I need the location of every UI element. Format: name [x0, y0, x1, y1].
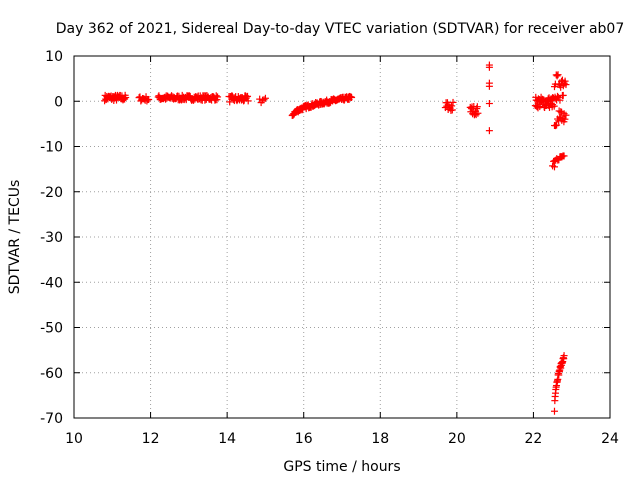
y-tick-label: -60	[40, 366, 63, 382]
data-point	[562, 81, 570, 89]
data-point	[226, 98, 234, 106]
data-point	[261, 94, 269, 102]
y-tick-label: -20	[40, 185, 63, 201]
y-axis-label: SDTVAR / TECUs	[7, 180, 23, 295]
data-point	[239, 95, 247, 103]
data-point	[485, 61, 493, 69]
data-point	[550, 163, 558, 171]
x-tick-label: 10	[65, 431, 83, 447]
data-point	[244, 92, 252, 100]
x-tick-labels: 10 12 14 16 18 20 22 24	[65, 431, 619, 447]
chart-title: Day 362 of 2021, Sidereal Day-to-day VTE…	[56, 21, 625, 37]
x-tick-label: 20	[448, 431, 466, 447]
data-point	[145, 96, 153, 104]
data-point	[473, 103, 481, 111]
data-point	[474, 109, 482, 117]
x-axis-label: GPS time / hours	[283, 459, 400, 475]
y-tick-label: -40	[40, 275, 63, 291]
data-point	[553, 121, 561, 129]
data-point	[556, 96, 564, 104]
data-point	[244, 97, 252, 105]
data-point	[561, 115, 569, 123]
plot-frame	[73, 55, 611, 419]
data-point	[182, 96, 190, 104]
y-tick-label: -50	[40, 321, 63, 337]
data-point	[554, 71, 562, 79]
data-point	[260, 96, 268, 104]
x-tick-label: 16	[295, 431, 313, 447]
data-point	[122, 94, 130, 102]
data-point	[553, 72, 561, 80]
y-tick-label: 0	[54, 94, 63, 110]
x-tick-label: 18	[371, 431, 389, 447]
data-point	[348, 94, 356, 102]
data-point	[448, 106, 456, 114]
data-point	[449, 98, 457, 106]
data-point	[214, 93, 222, 101]
grid-lines	[74, 56, 610, 418]
data-point	[560, 352, 568, 360]
data-point	[559, 91, 567, 99]
data-point	[550, 407, 558, 415]
data-point	[448, 102, 456, 110]
data-point	[561, 77, 569, 85]
y-tick-label: -30	[40, 230, 63, 246]
x-tick-label: 14	[218, 431, 236, 447]
data-point	[485, 82, 493, 90]
y-tick-label: -10	[40, 140, 63, 156]
data-point	[550, 102, 558, 110]
data-point	[485, 100, 493, 108]
data-point	[485, 127, 493, 135]
data-point	[553, 92, 561, 100]
data-point	[549, 101, 557, 109]
x-tick-label: 12	[142, 431, 160, 447]
data-point	[212, 92, 220, 100]
data-point	[560, 152, 568, 160]
x-tick-label: 24	[601, 431, 619, 447]
data-points	[101, 61, 570, 415]
x-tick-label: 22	[525, 431, 543, 447]
y-tick-label: 10	[45, 49, 63, 65]
data-point	[562, 111, 570, 119]
y-tick-label: -70	[40, 411, 63, 427]
y-tick-labels: 10 0 -10 -20 -30 -40 -50 -60 -70	[40, 49, 63, 427]
